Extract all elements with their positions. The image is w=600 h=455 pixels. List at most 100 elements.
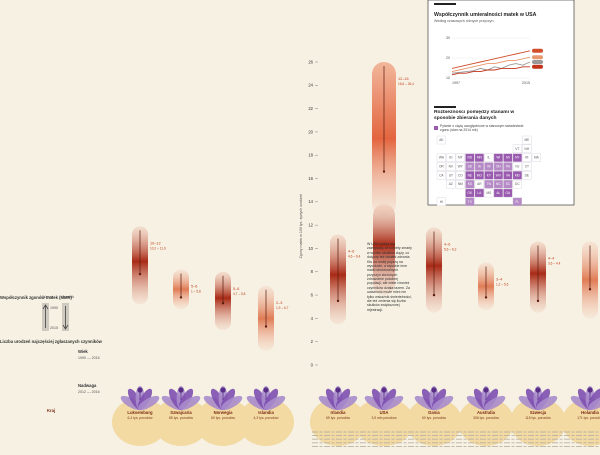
y-tick-label: 18 (308, 153, 313, 158)
country-base (310, 398, 366, 446)
country-births: 85 tys. porodów (169, 416, 193, 420)
estimate-dot (336, 299, 340, 303)
state-tile (531, 153, 541, 162)
state-code: GA (506, 191, 511, 195)
range-label: 4–4 (548, 256, 554, 260)
inset-background (427, 0, 575, 206)
range-sub: 10,2 – 11,9 (150, 246, 166, 250)
state-code: ID (449, 156, 453, 160)
y-tick-label: 20 (308, 129, 313, 134)
y-tick-label: 2 (311, 339, 314, 344)
state-code: MT (458, 156, 463, 160)
legend-year-2015: 2015 (50, 326, 58, 330)
estimate-dot (484, 296, 488, 299)
country-births: 306 tys. porodów (473, 416, 499, 420)
range-label: 5–6 (191, 284, 197, 288)
country-name: Dania (428, 410, 440, 415)
usa-annotation-text: W USA uważa się zazwyczaj, że kobiety zm… (367, 242, 412, 312)
range-label: 4–6 (444, 242, 450, 246)
estimate-dot (138, 272, 142, 276)
inset-map-legend: Pytanie o ciążę uwzględnione w stanowym … (440, 124, 524, 132)
state-code: TN (487, 182, 492, 186)
state-code: FL (515, 200, 519, 204)
state-tile (474, 153, 484, 162)
state-tile (503, 171, 513, 180)
state-code: NJ (515, 165, 519, 169)
state-code: WI (496, 156, 500, 160)
legend-mmr-title: Współczynnik zgonów matek (MMR) (0, 295, 72, 300)
side-legend: Współczynnik zgonów matek (MMR) Wzrost S… (0, 295, 103, 413)
petal (588, 395, 600, 411)
inset-y-tick: 20 (446, 56, 450, 60)
petal (382, 395, 404, 411)
state-tile (474, 180, 484, 189)
inset-y-tick: 30 (446, 36, 450, 40)
state-code: MO (477, 173, 483, 177)
state-tile (512, 144, 522, 154)
state-tile (503, 180, 513, 189)
country-name: Islandia (258, 410, 274, 415)
country-births: 3,9 mln porodów (371, 416, 397, 420)
country-base (238, 398, 294, 446)
estimate-dot (382, 170, 386, 173)
state-tile (484, 171, 494, 180)
country-base (406, 398, 462, 446)
state-tile (512, 171, 522, 180)
state-tile (455, 162, 465, 171)
state-code: AK (439, 138, 444, 142)
state-tile (474, 188, 484, 198)
inset-map-title: Rozbieżności pomiędzy stanami w sposobie… (434, 110, 514, 121)
y-tick-label: 8 (311, 269, 314, 274)
state-code: KY (487, 173, 492, 177)
state-tile (493, 162, 503, 171)
range-sub: 1 – 5,8 (191, 289, 201, 293)
petal (432, 395, 454, 411)
state-tile (512, 180, 522, 189)
country-base (458, 398, 514, 446)
inset-series-line (451, 56, 531, 73)
country-births: 60 tys. porodów (211, 416, 235, 420)
state-tile (512, 162, 522, 171)
state-code: ND (468, 156, 473, 160)
range-label: 5–6 (233, 287, 239, 291)
state-tile (493, 188, 503, 198)
state-tile (436, 162, 446, 171)
state-tile (465, 180, 475, 189)
state-code: MA (534, 156, 540, 160)
range-label: 3–4 (496, 277, 502, 281)
state-code: UT (449, 173, 453, 177)
range-sub: 4,6 – 6,4 (348, 254, 361, 258)
y-tick-label: 10 (308, 246, 313, 251)
inset-series-line (451, 66, 530, 76)
state-code: AL (496, 191, 500, 195)
country-name: Irlandia (331, 410, 347, 415)
state-tile (503, 153, 513, 162)
y-axis-label: Zgony matek w 100 tys. żywych urodzeń (299, 194, 303, 259)
state-tile (436, 135, 446, 145)
arrow-up-icon (42, 304, 49, 328)
country-births: 6,4 tys. porodów (128, 416, 153, 420)
state-tile (455, 171, 465, 180)
state-tile (465, 162, 475, 171)
state-tile (503, 188, 513, 198)
petal (336, 395, 358, 411)
state-tile (465, 197, 475, 207)
inset-x-label: 2015 (522, 81, 530, 85)
footer-notes (312, 431, 600, 447)
legend-wiek: Wiek (78, 349, 88, 354)
petal (484, 395, 506, 411)
state-code: AZ (449, 182, 453, 186)
state-code: NV (449, 165, 454, 169)
inset-subtitle: Według czasowych różnych przyczyn (434, 19, 493, 23)
state-code: DC (515, 182, 520, 186)
estimate-dot (221, 302, 225, 305)
country-name: Norwegia (214, 410, 234, 415)
petal (264, 395, 286, 411)
inset-series-tag (532, 55, 543, 60)
country-base (112, 398, 168, 446)
